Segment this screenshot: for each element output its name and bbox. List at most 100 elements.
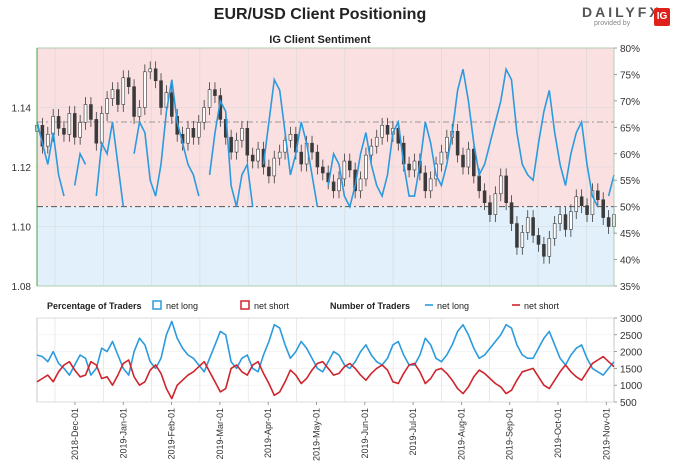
candle-body — [288, 133, 293, 141]
candle-body — [472, 148, 476, 177]
percent-tick-label: 60% — [620, 150, 640, 161]
candle-body — [207, 89, 212, 108]
candle-body — [250, 154, 255, 162]
chart-subtitle: IG Client Sentiment — [269, 34, 371, 46]
legend-group-percentage: Percentage of Traders — [47, 301, 142, 311]
upper-sentiment-zone — [37, 48, 614, 207]
candle-body — [493, 193, 498, 215]
candle-body — [94, 119, 99, 144]
date-tick-label: 2018-Dec-01 — [70, 408, 80, 460]
date-tick-label: 2019-Oct-01 — [553, 408, 563, 458]
candle-body — [46, 133, 50, 147]
candle-body — [461, 154, 465, 168]
legend: Percentage of Traders net long net short Nu… — [47, 300, 560, 311]
trader-count-axis: 500 1000 1500 2000 2500 3000 — [614, 314, 643, 409]
candle-body — [62, 128, 66, 135]
candle-body — [369, 145, 374, 156]
net-long-sentiment-line — [36, 121, 65, 197]
date-tick-label: 2019-Mar-01 — [215, 408, 225, 460]
trader-count-panel — [36, 317, 615, 403]
candle-body — [428, 178, 433, 192]
percent-tick-label: 80% — [620, 44, 640, 55]
candle-body — [385, 125, 390, 135]
legend-label-net-short: net short — [524, 301, 560, 311]
candle-body — [310, 142, 314, 153]
candle-body — [455, 131, 460, 156]
candle-body — [337, 178, 341, 192]
candle-body — [299, 151, 304, 165]
candle-body — [240, 128, 244, 141]
percent-tick-label: 35% — [620, 282, 640, 293]
count-tick-label: 3000 — [620, 314, 643, 325]
legend-swatch-net-long — [152, 300, 162, 310]
candle-body — [213, 89, 217, 96]
candle-body — [159, 80, 163, 108]
legend-label-net-long: net long — [166, 301, 198, 311]
count-tick-label: 1000 — [620, 381, 643, 392]
net-long-sentiment-line — [262, 77, 319, 207]
date-tick-label: 2019-Sep-01 — [505, 408, 515, 460]
candle-body — [574, 196, 579, 212]
candle-body — [358, 178, 363, 192]
percent-axis: 35% 40% 45% 50% 55% 60% 65% 70% 75% 80% — [614, 44, 640, 293]
percent-tick-label: 50% — [620, 203, 640, 214]
candle-body — [256, 148, 260, 162]
candle-body — [525, 217, 530, 233]
net-long-sentiment-line — [73, 151, 87, 186]
candle-body — [488, 202, 492, 215]
date-tick-label: 2019-Jun-01 — [360, 408, 370, 459]
candle-body — [504, 175, 508, 204]
candle-body — [477, 175, 481, 192]
percent-tick-label: 55% — [620, 176, 640, 187]
percent-tick-label: 45% — [620, 229, 640, 240]
candle-body — [579, 196, 584, 206]
chart-title: EUR/USD Client Positioning — [213, 6, 427, 23]
legend-group-number: Number of Traders — [330, 301, 410, 311]
legend-label-net-long: net long — [437, 301, 469, 311]
candle-body — [315, 151, 320, 168]
candle-body — [585, 205, 589, 215]
candle-body — [498, 175, 503, 195]
candle-body — [153, 68, 158, 82]
candle-body — [148, 68, 153, 73]
net-long-traders-line — [36, 320, 615, 376]
date-tick-label: 2019-Jan-01 — [118, 408, 128, 459]
candle-body — [515, 223, 519, 248]
candle-body — [116, 89, 120, 105]
net-long-sentiment-line — [327, 66, 599, 209]
candle-body — [439, 151, 444, 165]
candle-body — [552, 223, 557, 239]
candle-body — [590, 190, 595, 215]
count-tick-label: 2500 — [620, 331, 643, 342]
candle-body — [509, 202, 514, 224]
candle-body — [83, 104, 88, 123]
net-short-traders-line — [36, 355, 615, 400]
date-tick-label: 2019-Nov-01 — [601, 408, 611, 460]
candle-body — [170, 92, 174, 117]
candle-body — [342, 160, 347, 180]
candle-body — [186, 128, 190, 144]
candle-body — [331, 181, 336, 192]
price-tick-label: 1.14 — [12, 104, 32, 115]
candle-body — [110, 89, 115, 99]
date-tick-label: 2019-May-01 — [312, 408, 322, 461]
price-axis: 1.08 1.10 1.12 1.14 — [12, 104, 32, 294]
candle-body — [482, 190, 487, 204]
net-long-sentiment-line — [133, 79, 200, 197]
ig-badge: IG — [654, 8, 670, 26]
dailyfx-logo: DAILYFX provided by IG — [582, 4, 672, 32]
candle-body — [191, 128, 196, 138]
candle-body — [547, 238, 552, 257]
candle-body — [137, 107, 142, 117]
legend-swatch-net-short — [240, 300, 250, 310]
bottom-panel-frame — [36, 317, 615, 403]
candle-body — [56, 116, 61, 129]
percent-tick-label: 75% — [620, 70, 640, 81]
price-tick-label: 1.12 — [12, 163, 32, 174]
candle-body — [272, 157, 277, 177]
candle-body — [606, 217, 611, 227]
candle-body — [89, 104, 93, 120]
count-tick-label: 2000 — [620, 348, 643, 359]
candle-body — [245, 128, 250, 156]
